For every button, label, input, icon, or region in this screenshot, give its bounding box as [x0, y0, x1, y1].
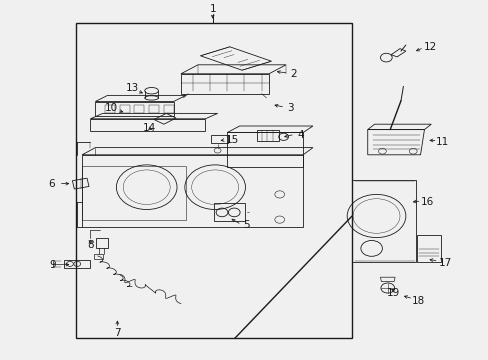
- Text: 15: 15: [225, 135, 239, 145]
- Bar: [211, 135, 228, 143]
- Text: 1: 1: [209, 4, 216, 14]
- Text: 7: 7: [114, 328, 121, 338]
- Bar: [416, 235, 440, 262]
- Text: 19: 19: [386, 288, 400, 298]
- Bar: [163, 105, 173, 113]
- Bar: [134, 105, 144, 113]
- Text: 11: 11: [435, 137, 448, 147]
- Text: 2: 2: [289, 69, 296, 79]
- Text: 13: 13: [125, 83, 139, 93]
- Text: 6: 6: [48, 179, 55, 189]
- Bar: [149, 105, 159, 113]
- Bar: [105, 105, 115, 113]
- Text: 9: 9: [49, 260, 56, 270]
- Bar: [213, 203, 245, 221]
- Text: 5: 5: [243, 220, 250, 230]
- Bar: [96, 238, 108, 248]
- Text: 3: 3: [287, 103, 294, 113]
- Text: 4: 4: [297, 130, 304, 140]
- Text: 14: 14: [142, 123, 156, 133]
- Text: 12: 12: [423, 42, 436, 52]
- Bar: [120, 105, 129, 113]
- Bar: [76, 23, 351, 338]
- Bar: [256, 130, 278, 141]
- Bar: [94, 254, 103, 259]
- Text: 18: 18: [410, 296, 424, 306]
- Text: 8: 8: [87, 240, 94, 250]
- Text: 10: 10: [105, 103, 118, 113]
- Text: 17: 17: [437, 258, 451, 268]
- Text: 16: 16: [420, 197, 434, 207]
- Bar: [63, 260, 90, 268]
